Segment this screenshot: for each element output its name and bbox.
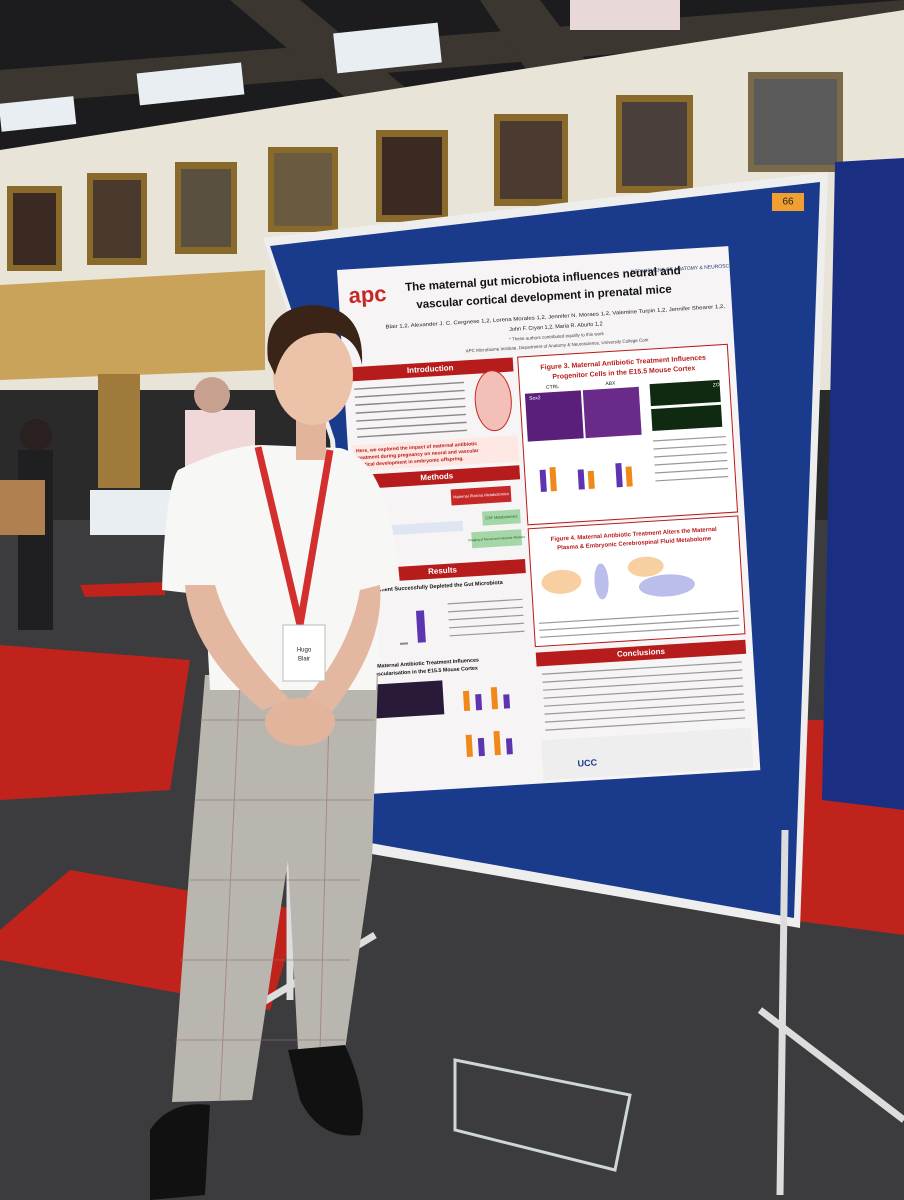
micrograph [582, 386, 642, 439]
body-text [447, 598, 525, 637]
body-text [538, 610, 740, 638]
arm [300, 585, 381, 720]
ceiling-light [136, 62, 245, 106]
shoe [288, 1045, 363, 1136]
badge-name: Blair [298, 657, 310, 663]
micrograph [524, 390, 584, 442]
board-number: 66 [782, 197, 794, 208]
ceiling-light [570, 0, 680, 30]
hair [267, 305, 363, 375]
poster: apc DEPARTMENT OF ANATOMY & NEUROSCIENCE… [337, 246, 761, 795]
body-text [354, 381, 468, 438]
figure-bar [399, 642, 408, 645]
micrograph [649, 379, 721, 407]
micrograph [651, 404, 723, 432]
cluster [594, 563, 609, 600]
background-person-head [20, 419, 52, 451]
section-bar [535, 639, 747, 667]
method-label: CSF Metabolomics [485, 514, 517, 520]
ceiling-light [0, 96, 77, 132]
timeline [382, 520, 464, 536]
section-bar [354, 465, 521, 490]
section-title: Conclusions [617, 647, 666, 659]
red-carpet [0, 645, 190, 800]
portraits [7, 72, 843, 271]
micrograph [372, 680, 445, 719]
hands [265, 698, 335, 746]
section-title: Methods [420, 471, 454, 482]
method-box [450, 485, 512, 506]
method-box [471, 529, 523, 549]
figure-label: ABX [605, 381, 616, 388]
handbag [0, 480, 45, 535]
arm [185, 585, 290, 710]
figure-label: CTRL [546, 384, 560, 391]
beam [230, 0, 420, 110]
gut-illustration [474, 370, 512, 432]
body-text [542, 661, 746, 731]
method-label: Maternal Plasma Metabolomics [453, 491, 509, 499]
trousers [172, 675, 378, 1102]
figure-bar [415, 610, 426, 643]
method-label: Imaging of Neural and Vascular Markers [468, 535, 525, 542]
section-title: Introduction [407, 363, 454, 375]
authors: John F. Cryan 1,2, Maria R. Aburto 1,2 [509, 321, 603, 333]
method-box [482, 509, 521, 526]
background-person [18, 450, 53, 630]
section-bar [360, 559, 526, 584]
figure-bars [539, 463, 633, 492]
door [98, 374, 140, 488]
second-board [822, 158, 904, 810]
ceiling-light [333, 22, 442, 74]
face [273, 325, 353, 425]
shoe [150, 1104, 210, 1200]
cluster [638, 574, 695, 597]
acrylic-stand [453, 1058, 632, 1172]
figure-label: Sox2 [529, 395, 541, 402]
cluster [541, 569, 582, 594]
footer [541, 727, 754, 781]
figure-label: ZO1 [713, 382, 723, 389]
body-text [652, 435, 729, 482]
highlight-box [352, 435, 520, 472]
name-badge [282, 624, 326, 682]
note: * These authors contributed equally to t… [509, 331, 605, 342]
section-title: Results [428, 565, 458, 576]
poster-logo: apc [348, 281, 387, 308]
badge-name: Hugo [297, 648, 312, 654]
red-carpet [80, 582, 165, 597]
section-bar [347, 357, 514, 382]
board-number-tag [772, 193, 804, 211]
presenter: Hugo Blair [150, 305, 400, 1200]
background-person-head [194, 377, 230, 413]
wood-panel [0, 270, 265, 380]
figure-bars [462, 687, 513, 757]
cluster [627, 556, 664, 577]
footer-logo: UCC [577, 757, 598, 768]
